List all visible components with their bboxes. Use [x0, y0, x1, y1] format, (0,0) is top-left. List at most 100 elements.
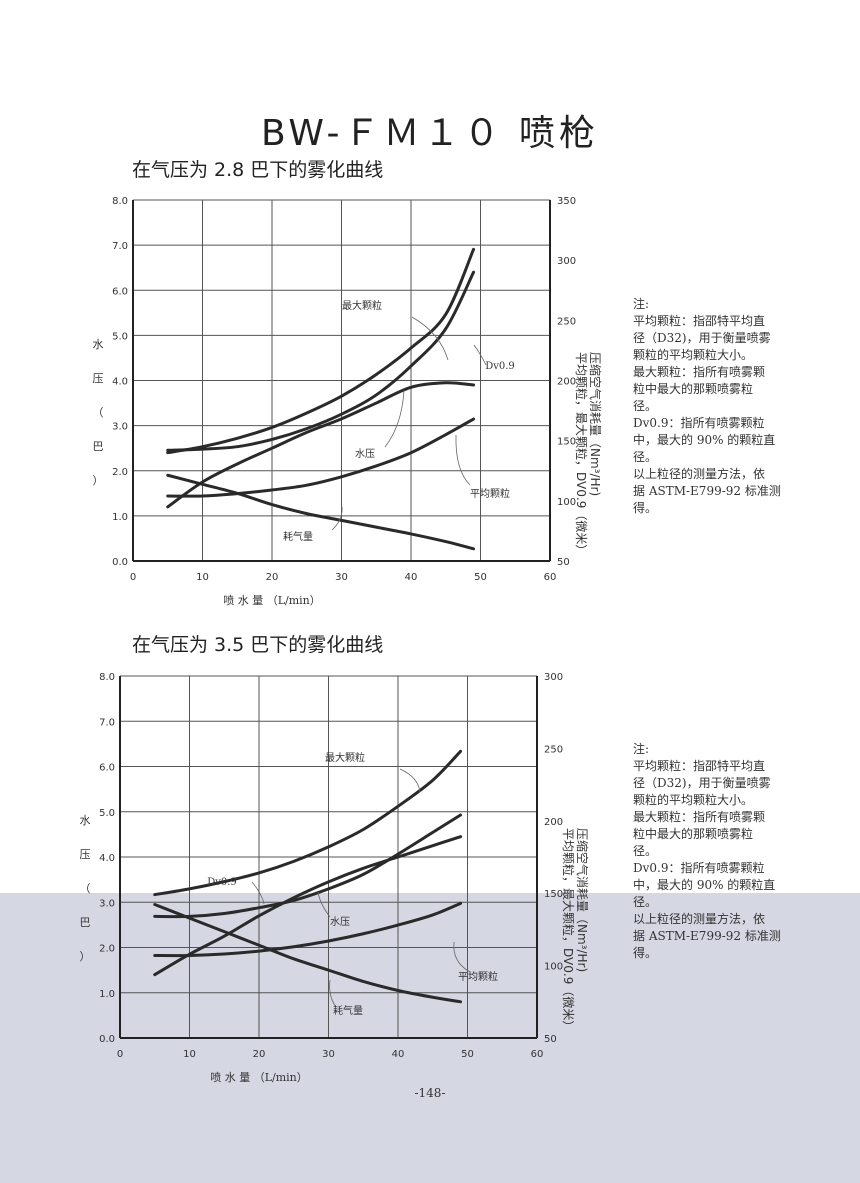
left-axis-label-char: （	[80, 882, 91, 895]
annotation-leader	[317, 891, 331, 918]
left-tick-label: 1.0	[112, 512, 128, 523]
x-axis-label: 喷 水 量 （L/min）	[223, 594, 321, 607]
right-axis-label: 平均颗粒，最大颗粒，DV0.9（微米）	[574, 352, 589, 556]
left-axis-label-char: ）	[93, 474, 104, 487]
series-line-4	[166, 473, 476, 551]
left-tick-label: 5.0	[99, 808, 115, 819]
series-line-4	[153, 903, 463, 1004]
x-tick-label: 20	[266, 572, 279, 583]
right-tick-label: 50	[544, 1034, 557, 1045]
note-line: 据 ASTM-E799-92 标准测	[633, 929, 781, 943]
left-tick-label: 7.0	[99, 717, 115, 728]
page-title: BW-ＦＭ１０ 喷枪	[261, 113, 599, 154]
series-line-1	[153, 813, 463, 919]
note-line: 径。	[633, 399, 658, 413]
x-tick-label: 20	[253, 1049, 266, 1060]
series-annotation: 耗气量	[283, 530, 313, 543]
annotation-leader	[329, 979, 337, 1008]
left-axis-label-char: 压	[80, 848, 91, 861]
note-line: 平均颗粒：指邵特平均直	[633, 759, 766, 773]
left-tick-label: 2.0	[99, 944, 115, 955]
x-tick-label: 60	[544, 572, 557, 583]
right-tick-label: 300	[544, 672, 563, 683]
series-annotation: 平均颗粒	[470, 487, 510, 500]
series-annotation: 最大颗粒	[325, 751, 365, 764]
left-tick-label: 0.0	[112, 557, 128, 568]
note-line: 以上粒径的测量方法，依	[633, 467, 766, 481]
right-axis-label: 压缩空气消耗量（Nm³/Hr)	[575, 828, 590, 972]
series-annotation: Dv0.9	[485, 361, 515, 372]
chart-2-title: 在气压为 3.5 巴下的雾化曲线	[132, 634, 384, 656]
series-line-2	[153, 835, 463, 977]
note-line: 颗粒的平均颗粒大小。	[633, 793, 754, 807]
right-tick-label: 50	[557, 557, 570, 568]
x-tick-label: 40	[405, 572, 418, 583]
right-tick-label: 150	[544, 889, 563, 900]
left-tick-label: 4.0	[112, 377, 128, 388]
x-tick-label: 0	[117, 1049, 123, 1060]
series-line-0	[153, 749, 463, 897]
x-tick-label: 40	[392, 1049, 405, 1060]
annotation-leader	[384, 389, 405, 448]
right-tick-label: 100	[544, 962, 563, 973]
series-annotation: 平均颗粒	[458, 970, 498, 983]
left-axis-label-char: 巴	[80, 916, 91, 929]
grid	[132, 199, 551, 562]
right-tick-label: 200	[557, 377, 576, 388]
series-line-2	[166, 381, 476, 509]
note-line: 中，最大的 90% 的颗粒直	[633, 878, 776, 892]
x-axis-label: 喷 水 量 （L/min）	[210, 1071, 308, 1084]
note-line: 得。	[633, 501, 658, 515]
annotation-leader	[331, 506, 343, 531]
note-line: 径（D32)，用于衡量喷雾	[633, 776, 771, 790]
note-line: 得。	[633, 946, 658, 960]
note-line: 径。	[633, 895, 658, 909]
note-line: 据 ASTM-E799-92 标准测	[633, 484, 781, 498]
left-tick-label: 8.0	[99, 672, 115, 683]
x-tick-label: 0	[130, 572, 136, 583]
left-tick-label: 1.0	[99, 989, 115, 1000]
note-line: 粒中最大的那颗喷雾粒	[633, 827, 754, 841]
left-axis-label-char: 压	[93, 372, 104, 385]
left-axis-label-char: 水	[93, 338, 104, 351]
series-annotation: Dv0.9	[207, 877, 237, 888]
annotation-leader	[399, 768, 421, 793]
x-tick-label: 60	[531, 1049, 544, 1060]
left-tick-label: 2.0	[112, 467, 128, 478]
grid	[119, 675, 538, 1039]
note-line: 中，最大的 90% 的颗粒直	[633, 433, 776, 447]
note-line: 最大颗粒：指所有喷雾颗	[633, 365, 766, 379]
chart-2-atomization-curve-3-5-bar: 0 10 20 30 40 50 600.01.02.03.04.05.06.07.08.0…	[80, 672, 591, 1084]
x-tick-label: 50	[474, 572, 487, 583]
right-axis-label: 平均颗粒，最大颗粒，DV0.9（微米）	[561, 828, 576, 1032]
x-tick-label: 30	[322, 1049, 335, 1060]
note-line: 径。	[633, 844, 658, 858]
left-tick-label: 3.0	[112, 422, 128, 433]
left-tick-label: 6.0	[99, 763, 115, 774]
x-tick-label: 50	[461, 1049, 474, 1060]
left-axis-label-char: （	[93, 406, 104, 419]
right-tick-label: 200	[544, 817, 563, 828]
left-tick-label: 6.0	[112, 286, 128, 297]
series-line-3	[153, 901, 463, 958]
right-tick-label: 350	[557, 196, 576, 207]
left-tick-label: 5.0	[112, 331, 128, 342]
series-line-1	[166, 270, 476, 452]
series-annotation: 耗气量	[333, 1004, 363, 1017]
series-annotation: 水压	[330, 916, 350, 928]
page-number: -148-	[414, 1086, 446, 1100]
chart-1-atomization-curve-2-8-bar: 0 10 20 30 40 50 600.01.02.03.04.05.06.07.08.0…	[93, 196, 604, 607]
series-annotation: 水压	[355, 448, 375, 460]
right-tick-label: 100	[557, 497, 576, 508]
right-tick-label: 150	[557, 437, 576, 448]
chart-1-notes: 注: 平均颗粒：指邵特平均直 径（D32)，用于衡量喷雾 颗粒的平均颗粒大小。 最大颗粒…	[633, 296, 781, 517]
note-line: 径（D32)，用于衡量喷雾	[633, 331, 771, 345]
right-tick-label: 300	[557, 256, 576, 267]
note-line: 注:	[633, 297, 650, 311]
note-line: 以上粒径的测量方法，依	[633, 912, 766, 926]
left-tick-label: 3.0	[99, 898, 115, 909]
note-line: 平均颗粒：指邵特平均直	[633, 314, 766, 328]
left-tick-label: 0.0	[99, 1034, 115, 1045]
series-line-3	[166, 417, 476, 498]
left-axis-label-char: 水	[80, 814, 91, 827]
